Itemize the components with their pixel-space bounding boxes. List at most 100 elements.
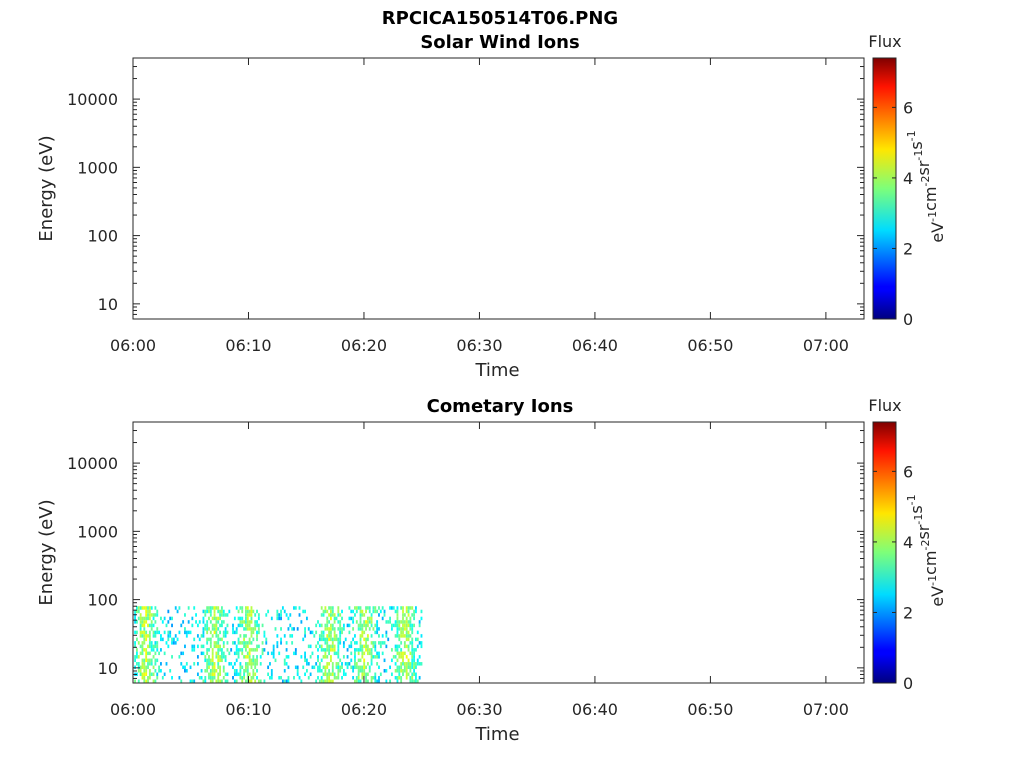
- heatmap-cell: [233, 630, 236, 635]
- heatmap-cell: [137, 616, 140, 621]
- heatmap-cell: [354, 679, 356, 683]
- heatmap-cell: [241, 606, 244, 610]
- heatmap-cell: [294, 648, 297, 652]
- heatmap-cell: [405, 627, 408, 631]
- heatmap-cell: [305, 669, 308, 673]
- heatmap-cell: [270, 672, 273, 677]
- heatmap-cell: [407, 662, 410, 666]
- heatmap-cell: [337, 609, 340, 614]
- heatmap-cell: [248, 609, 251, 614]
- units-exponent: -2: [919, 176, 932, 187]
- heatmap-cell: [407, 606, 410, 610]
- heatmap-cell: [390, 648, 393, 652]
- heatmap-cell: [211, 665, 214, 670]
- heatmap-cell: [400, 627, 403, 631]
- heatmap-cell: [389, 665, 391, 670]
- heatmap-cell: [150, 658, 153, 663]
- heatmap-cell: [326, 662, 329, 666]
- heatmap-cell: [396, 634, 399, 638]
- heatmap-cell: [139, 665, 142, 670]
- heatmap-cell: [409, 641, 412, 645]
- heatmap-cell: [245, 627, 247, 631]
- heatmap-cell: [180, 662, 183, 666]
- heatmap-cell: [322, 679, 325, 683]
- heatmap-cell: [389, 620, 391, 624]
- heatmap-cell: [272, 644, 275, 649]
- heatmap-cell: [413, 655, 416, 659]
- heatmap-cell: [376, 620, 379, 624]
- heatmap-cell: [403, 662, 406, 666]
- heatmap-cell: [363, 637, 366, 642]
- heatmap-cell: [224, 655, 227, 659]
- heatmap-cell: [413, 669, 416, 673]
- heatmap-cell: [289, 623, 292, 628]
- heatmap-cell: [204, 655, 207, 659]
- heatmap-cell: [320, 606, 323, 610]
- heatmap-cell: [191, 623, 194, 628]
- heatmap-cell: [276, 616, 279, 621]
- heatmap-cell: [217, 665, 220, 670]
- heatmap-cell: [372, 606, 375, 610]
- heatmap-cell: [206, 620, 209, 624]
- heatmap-cell: [370, 613, 373, 617]
- heatmap-cell: [415, 609, 417, 614]
- heatmap-cell: [141, 672, 144, 677]
- heatmap-cell: [147, 676, 149, 680]
- heatmap-cell: [160, 616, 162, 621]
- heatmap-cell: [357, 651, 360, 656]
- heatmap-cell: [400, 634, 403, 638]
- heatmap-cell: [143, 662, 146, 666]
- heatmap-cell: [145, 672, 148, 677]
- units-exponent: -1: [912, 150, 925, 161]
- heatmap-cell: [374, 655, 377, 659]
- heatmap-cell: [403, 665, 406, 670]
- heatmap-cell: [366, 651, 369, 656]
- heatmap-cell: [416, 644, 419, 649]
- colorbar-tick-label: 6: [903, 98, 913, 117]
- heatmap-cell: [337, 627, 340, 631]
- heatmap-cell: [202, 644, 205, 649]
- heatmap-cell: [182, 651, 185, 656]
- panel-solar-wind: Solar Wind Ions 06:00 06:10 06:20 06:30 06:4…: [36, 32, 947, 381]
- y-axis-label: Energy (eV): [36, 135, 57, 241]
- heatmap-cell: [246, 665, 249, 670]
- heatmap-cell: [226, 623, 229, 628]
- heatmap-cell: [322, 648, 325, 652]
- heatmap-cell: [245, 609, 247, 614]
- heatmap-cell: [160, 637, 162, 642]
- heatmap-cell: [172, 641, 175, 645]
- heatmap-cell: [409, 623, 412, 628]
- heatmap-cell: [337, 672, 340, 677]
- x-tick-label: 06:30: [456, 336, 502, 355]
- heatmap-cell: [339, 613, 342, 617]
- heatmap-cell: [405, 669, 408, 673]
- heatmap-cell: [193, 606, 196, 610]
- heatmap-cell: [392, 606, 395, 610]
- heatmap-cell: [381, 641, 384, 645]
- heatmap-cell: [137, 606, 140, 610]
- heatmap-cell: [370, 634, 373, 638]
- heatmap-cell: [359, 634, 362, 638]
- heatmap-cell: [163, 672, 166, 677]
- heatmap-cell: [217, 655, 220, 659]
- heatmap-cell: [148, 609, 151, 614]
- heatmap-cell: [413, 665, 416, 670]
- heatmap-cell: [415, 606, 417, 610]
- heatmap-cell: [245, 662, 247, 666]
- heatmap-cell: [269, 676, 271, 680]
- heatmap-cell: [145, 637, 148, 642]
- heatmap-cell: [365, 641, 367, 645]
- heatmap-cell: [389, 679, 391, 683]
- heatmap-cell: [285, 648, 288, 652]
- heatmap-cell: [339, 627, 342, 631]
- heatmap-cell: [256, 662, 258, 666]
- heatmap-cell: [378, 641, 380, 645]
- heatmap-cell: [394, 623, 397, 628]
- heatmap-cell: [402, 630, 404, 635]
- heatmap-cell: [139, 620, 142, 624]
- y-tick-label: 100: [87, 227, 118, 246]
- heatmap-cell: [185, 669, 188, 673]
- heatmap-cell: [141, 623, 144, 628]
- heatmap-cell: [261, 641, 264, 645]
- heatmap-cell: [252, 627, 255, 631]
